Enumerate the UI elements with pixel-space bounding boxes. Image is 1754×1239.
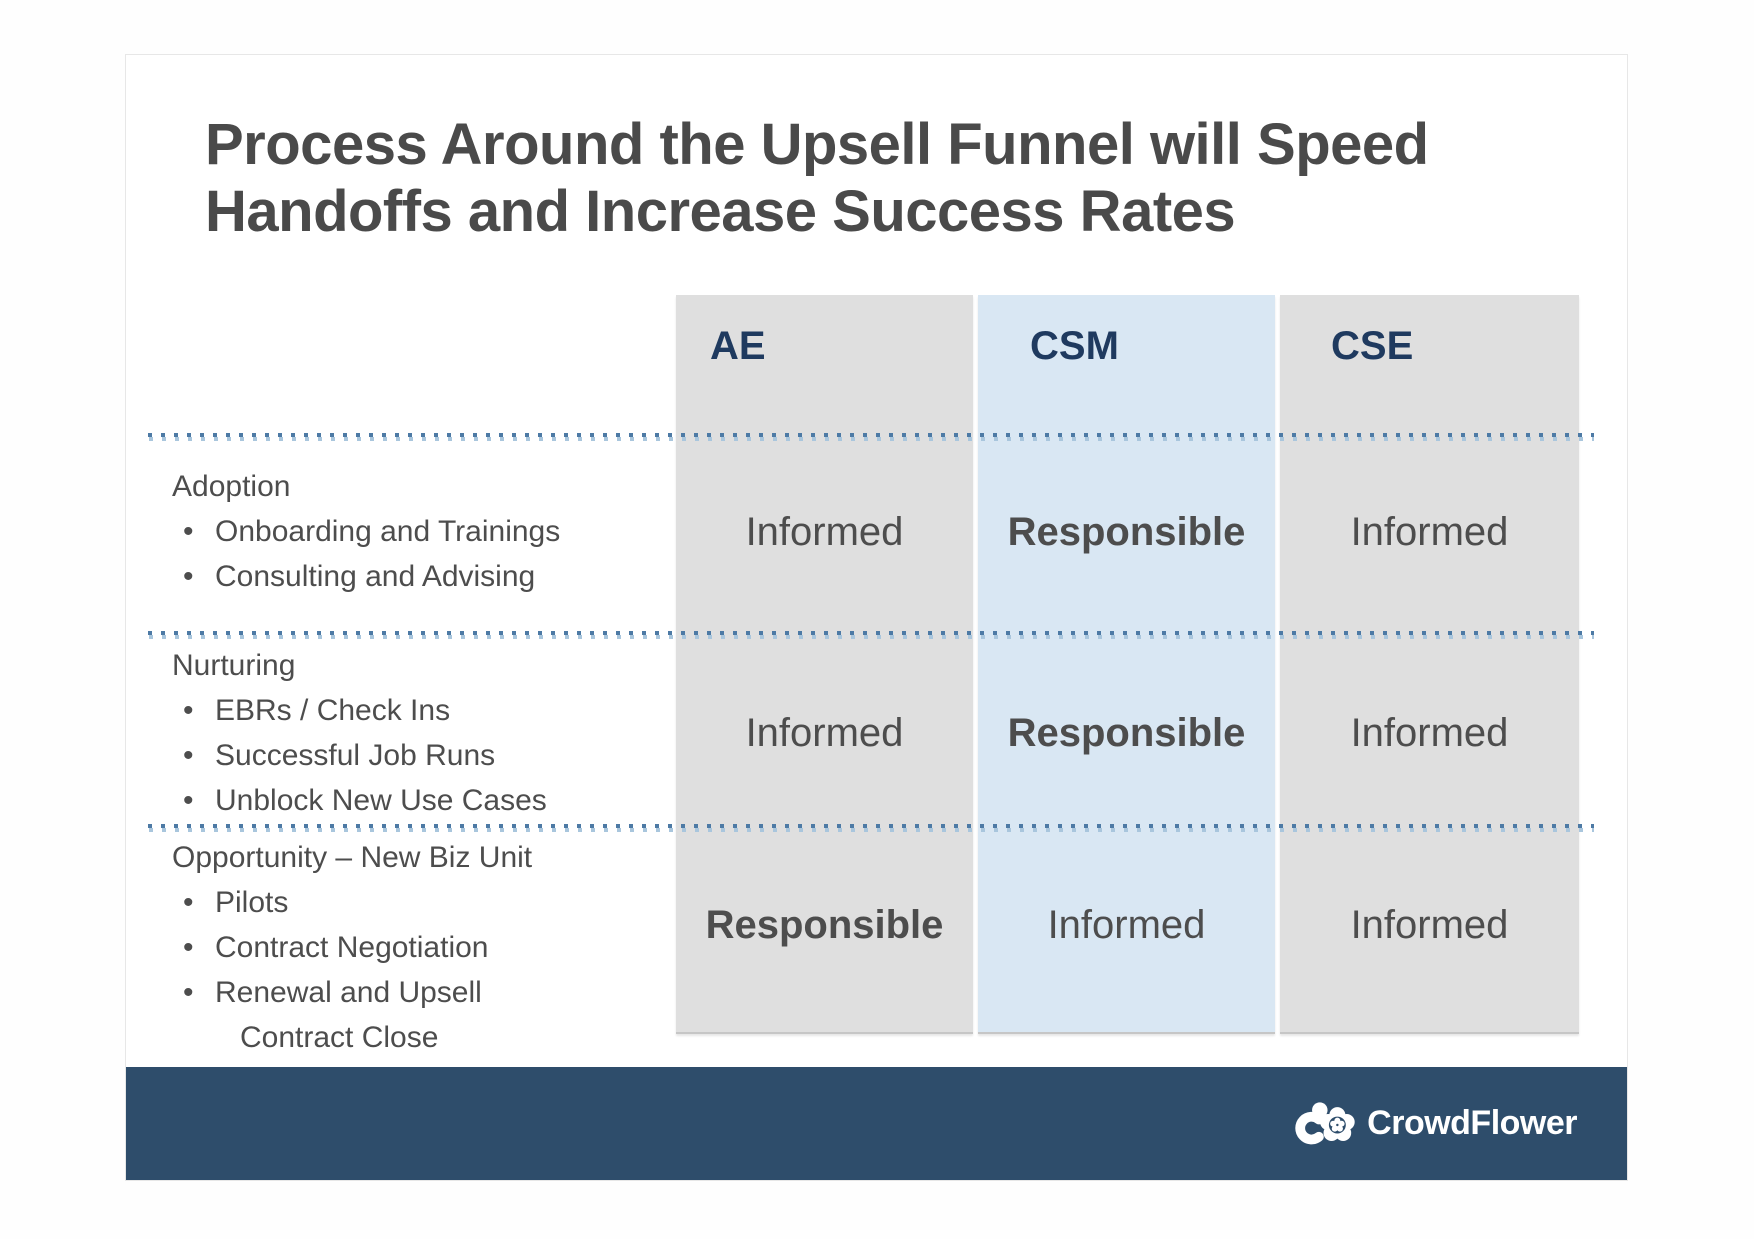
bullet-item: Contract Negotiation	[172, 925, 672, 970]
column-background-csm	[978, 295, 1275, 1034]
row-heading: Opportunity – New Biz Unit	[172, 841, 533, 874]
cell-adoption-ae: Informed	[745, 510, 904, 554]
bullet-item: Consulting and Advising	[172, 554, 672, 599]
row-label-adoption: Adoption Onboarding and Trainings Consul…	[172, 464, 672, 599]
bullet-item: Pilots	[172, 880, 672, 925]
cell-nurturing-csm: Responsible	[1007, 711, 1246, 755]
row-divider-1	[148, 433, 1594, 442]
cell-nurturing-ae: Informed	[745, 711, 904, 755]
slide-page: Process Around the Upsell Funnel will Sp…	[126, 55, 1627, 1180]
column-background-cse	[1280, 295, 1579, 1034]
row-heading: Nurturing	[172, 649, 296, 682]
bullet-item: Successful Job Runs	[172, 733, 672, 778]
cell-adoption-cse: Informed	[1350, 510, 1509, 554]
row-label-opportunity: Opportunity – New Biz Unit Pilots Contra…	[172, 835, 672, 1060]
bullet-item: Onboarding and Trainings	[172, 509, 672, 554]
title-line-1: Process Around the Upsell Funnel will Sp…	[205, 112, 1429, 177]
cell-opportunity-ae: Responsible	[705, 903, 944, 947]
slide-title: Process Around the Upsell Funnel will Sp…	[205, 111, 1465, 245]
column-header-cse: CSE	[1331, 324, 1414, 368]
row-heading: Adoption	[172, 470, 291, 503]
bullet-item: EBRs / Check Ins	[172, 688, 672, 733]
crowdflower-cloud-flower-logo-icon	[1295, 1101, 1355, 1144]
title-line-2: Handoffs and Increase Success Rates	[205, 179, 1236, 244]
column-header-csm: CSM	[1030, 324, 1119, 368]
bullet-continuation: Contract Close	[240, 1021, 439, 1054]
brand-lockup: CrowdFlower	[1294, 1097, 1577, 1151]
cell-opportunity-cse: Informed	[1350, 903, 1509, 947]
footer-bar: CrowdFlower	[126, 1067, 1627, 1180]
column-header-ae: AE	[710, 324, 766, 368]
cell-adoption-csm: Responsible	[1007, 510, 1246, 554]
column-background-ae	[676, 295, 973, 1034]
row-divider-3	[148, 824, 1594, 833]
brand-name: CrowdFlower	[1367, 1104, 1577, 1142]
row-divider-2	[148, 631, 1594, 640]
bullet-item: Renewal and Upsell	[172, 970, 672, 1015]
bullet-item: Unblock New Use Cases	[172, 778, 672, 823]
cell-opportunity-csm: Informed	[1047, 903, 1206, 947]
cell-nurturing-cse: Informed	[1350, 711, 1509, 755]
row-label-nurturing: Nurturing EBRs / Check Ins Successful Jo…	[172, 643, 672, 823]
